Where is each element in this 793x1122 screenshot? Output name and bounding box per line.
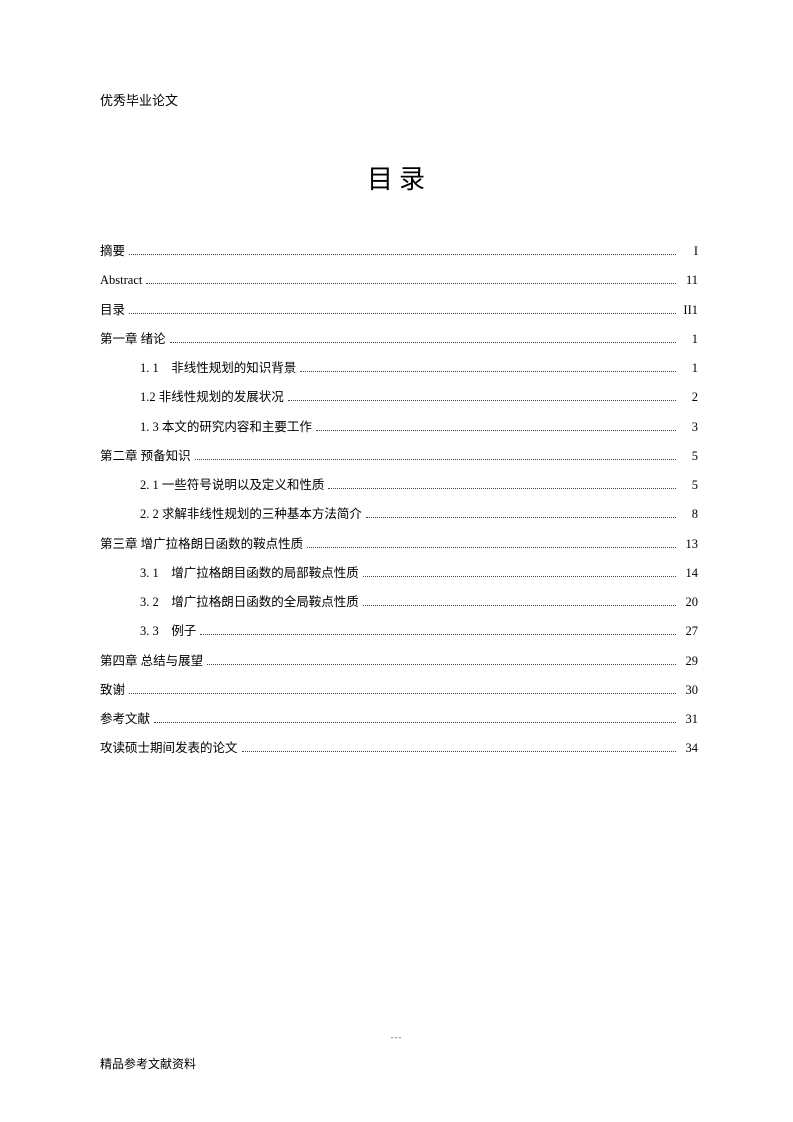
toc-entry: 3. 2 增广拉格朗日函数的全局鞍点性质 20 (100, 592, 698, 613)
toc-entry: 3. 1 增广拉格朗目函数的局部鞍点性质 14 (100, 563, 698, 584)
document-header: 优秀毕业论文 (100, 90, 698, 109)
toc-leader-dots (146, 283, 676, 284)
toc-entry-label: 致谢 (100, 680, 125, 701)
toc-entry-label: 3. 3 例子 (140, 621, 196, 642)
toc-entry-page: 20 (680, 592, 698, 613)
toc-entry-label: 参考文献 (100, 709, 150, 730)
toc-entry-page: I (680, 241, 698, 262)
toc-entry-label: 第二章 预备知识 (100, 446, 191, 467)
toc-entry-label: 1.2 非线性规划的发展状况 (140, 387, 284, 408)
toc-leader-dots (316, 430, 676, 431)
toc-leader-dots (363, 605, 676, 606)
toc-entry-label: 第三章 增广拉格朗日函数的鞍点性质 (100, 534, 303, 555)
toc-entry: 2. 1 一些符号说明以及定义和性质 5 (100, 475, 698, 496)
toc-leader-dots (288, 400, 676, 401)
toc-entry-label: 2. 2 求解非线性规划的三种基本方法简介 (140, 504, 362, 525)
toc-entry-page: 34 (680, 738, 698, 759)
toc-entry: 第二章 预备知识 5 (100, 446, 698, 467)
toc-title: 目录 (100, 159, 698, 196)
toc-entry-page: 8 (680, 504, 698, 525)
toc-entry-label: 第一章 绪论 (100, 329, 166, 350)
toc-leader-dots (307, 547, 676, 548)
toc-entry: 3. 3 例子 27 (100, 621, 698, 642)
toc-entry-page: 11 (680, 270, 698, 291)
toc-entry: 1. 1 非线性规划的知识背景 1 (100, 358, 698, 379)
toc-entry-label: 第四章 总结与展望 (100, 651, 203, 672)
toc-entry: 摘要 I (100, 241, 698, 262)
toc-entry-page: 1 (680, 329, 698, 350)
toc-entry-label: 3. 2 增广拉格朗日函数的全局鞍点性质 (140, 592, 359, 613)
toc-leader-dots (129, 254, 676, 255)
toc-leader-dots (328, 488, 676, 489)
toc-entry-label: 目录 (100, 300, 125, 321)
toc-entry-page: II1 (680, 300, 698, 321)
footer-marks: --- (391, 1032, 403, 1042)
toc-entry: 致谢 30 (100, 680, 698, 701)
toc-entry: 第三章 增广拉格朗日函数的鞍点性质 13 (100, 534, 698, 555)
toc-leader-dots (300, 371, 676, 372)
toc-leader-dots (129, 313, 676, 314)
toc-entry-page: 14 (680, 563, 698, 584)
toc-entry: 第四章 总结与展望 29 (100, 651, 698, 672)
toc-leader-dots (195, 459, 676, 460)
toc-leader-dots (129, 693, 676, 694)
toc-entry-page: 30 (680, 680, 698, 701)
toc-entry: 1.2 非线性规划的发展状况 2 (100, 387, 698, 408)
toc-entry-page: 27 (680, 621, 698, 642)
toc-entry: 目录 II1 (100, 300, 698, 321)
toc-entry-label: Abstract (100, 270, 142, 291)
toc-entry: 参考文献 31 (100, 709, 698, 730)
toc-entry: 第一章 绪论 1 (100, 329, 698, 350)
toc-entry-label: 3. 1 增广拉格朗目函数的局部鞍点性质 (140, 563, 359, 584)
toc-entry-page: 3 (680, 417, 698, 438)
toc-leader-dots (170, 342, 676, 343)
toc-entry-page: 13 (680, 534, 698, 555)
toc-leader-dots (366, 517, 676, 518)
toc-entry-label: 摘要 (100, 241, 125, 262)
toc-entry-label: 1. 1 非线性规划的知识背景 (140, 358, 296, 379)
toc-entry: Abstract 11 (100, 270, 698, 291)
table-of-contents: 摘要IAbstract11目录II1第一章 绪论11. 1 非线性规划的知识背景… (100, 241, 698, 760)
toc-entry-page: 2 (680, 387, 698, 408)
toc-leader-dots (154, 722, 676, 723)
toc-entry-label: 1. 3 本文的研究内容和主要工作 (140, 417, 312, 438)
toc-leader-dots (200, 634, 676, 635)
toc-entry-page: 5 (680, 475, 698, 496)
toc-entry-label: 2. 1 一些符号说明以及定义和性质 (140, 475, 324, 496)
toc-entry-page: 1 (680, 358, 698, 379)
document-footer: 精品参考文献资料 (100, 1055, 196, 1072)
toc-entry-page: 31 (680, 709, 698, 730)
toc-leader-dots (363, 576, 676, 577)
toc-entry-page: 5 (680, 446, 698, 467)
toc-entry: 1. 3 本文的研究内容和主要工作 3 (100, 417, 698, 438)
toc-leader-dots (242, 751, 676, 752)
toc-entry-label: 攻读硕士期间发表的论文 (100, 738, 238, 759)
toc-leader-dots (207, 664, 676, 665)
toc-entry: 攻读硕士期间发表的论文 34 (100, 738, 698, 759)
toc-entry: 2. 2 求解非线性规划的三种基本方法简介 8 (100, 504, 698, 525)
toc-entry-page: 29 (680, 651, 698, 672)
